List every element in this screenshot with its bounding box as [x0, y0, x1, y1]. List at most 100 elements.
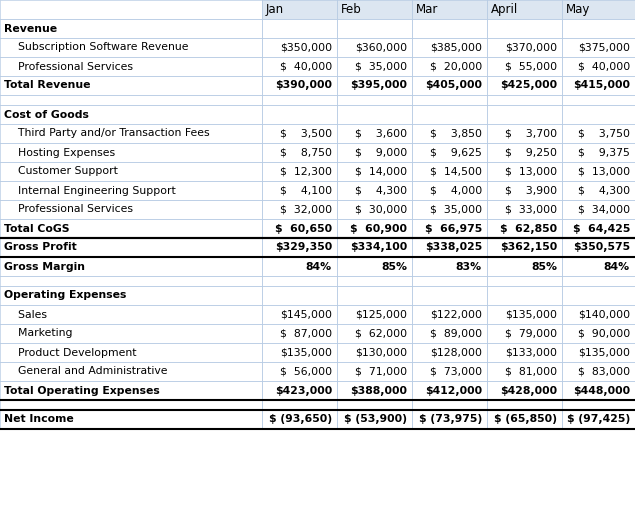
Bar: [412, 324, 487, 343]
Bar: [487, 105, 562, 124]
Text: $  79,000: $ 79,000: [505, 329, 557, 338]
Bar: [0, 200, 262, 219]
Text: 83%: 83%: [456, 262, 482, 271]
Text: General and Administrative: General and Administrative: [4, 367, 168, 376]
Bar: [0, 219, 262, 238]
Bar: [337, 343, 412, 362]
Text: $    3,900: $ 3,900: [505, 185, 557, 196]
Bar: [562, 76, 635, 95]
Bar: [487, 76, 562, 95]
Text: Professional Services: Professional Services: [4, 61, 133, 72]
Bar: [412, 400, 487, 410]
Bar: [0, 57, 262, 76]
Bar: [487, 19, 562, 38]
Bar: [262, 0, 337, 19]
Bar: [337, 238, 412, 257]
Bar: [262, 181, 337, 200]
Text: Mar: Mar: [416, 3, 438, 16]
Text: $  55,000: $ 55,000: [505, 61, 557, 72]
Text: $  33,000: $ 33,000: [505, 204, 557, 215]
Bar: [337, 95, 412, 105]
Bar: [262, 57, 337, 76]
Text: $425,000: $425,000: [500, 80, 557, 91]
Bar: [262, 105, 337, 124]
Bar: [487, 343, 562, 362]
Text: $    9,375: $ 9,375: [578, 147, 630, 158]
Bar: [0, 181, 262, 200]
Text: $135,000: $135,000: [578, 348, 630, 357]
Text: $    4,100: $ 4,100: [280, 185, 332, 196]
Text: 84%: 84%: [306, 262, 332, 271]
Text: $  34,000: $ 34,000: [578, 204, 630, 215]
Text: $  32,000: $ 32,000: [280, 204, 332, 215]
Text: $362,150: $362,150: [500, 243, 557, 252]
Text: $125,000: $125,000: [355, 310, 407, 319]
Bar: [0, 162, 262, 181]
Bar: [412, 105, 487, 124]
Text: $412,000: $412,000: [425, 386, 482, 396]
Text: $423,000: $423,000: [275, 386, 332, 396]
Text: $  66,975: $ 66,975: [425, 224, 482, 233]
Bar: [0, 124, 262, 143]
Text: $ (97,425): $ (97,425): [567, 415, 630, 424]
Bar: [0, 400, 262, 410]
Text: $ (65,850): $ (65,850): [494, 415, 557, 424]
Text: Customer Support: Customer Support: [4, 166, 118, 177]
Bar: [337, 219, 412, 238]
Bar: [412, 343, 487, 362]
Bar: [562, 219, 635, 238]
Bar: [0, 257, 262, 276]
Bar: [412, 143, 487, 162]
Bar: [337, 362, 412, 381]
Bar: [337, 286, 412, 305]
Text: $  13,000: $ 13,000: [578, 166, 630, 177]
Text: $    3,700: $ 3,700: [505, 129, 557, 139]
Text: $  35,000: $ 35,000: [430, 204, 482, 215]
Bar: [562, 324, 635, 343]
Bar: [262, 219, 337, 238]
Bar: [487, 410, 562, 429]
Text: $128,000: $128,000: [430, 348, 482, 357]
Bar: [337, 38, 412, 57]
Text: Gross Profit: Gross Profit: [4, 243, 77, 252]
Text: $  90,000: $ 90,000: [578, 329, 630, 338]
Bar: [337, 181, 412, 200]
Text: $135,000: $135,000: [280, 348, 332, 357]
Bar: [262, 343, 337, 362]
Text: $  71,000: $ 71,000: [355, 367, 407, 376]
Text: Professional Services: Professional Services: [4, 204, 133, 215]
Text: May: May: [566, 3, 591, 16]
Bar: [262, 238, 337, 257]
Bar: [562, 257, 635, 276]
Bar: [562, 200, 635, 219]
Text: $405,000: $405,000: [425, 80, 482, 91]
Text: $    4,000: $ 4,000: [430, 185, 482, 196]
Text: $  60,650: $ 60,650: [275, 224, 332, 233]
Bar: [562, 286, 635, 305]
Bar: [262, 324, 337, 343]
Text: $350,575: $350,575: [573, 243, 630, 252]
Bar: [412, 381, 487, 400]
Bar: [487, 286, 562, 305]
Text: $428,000: $428,000: [500, 386, 557, 396]
Text: $    3,750: $ 3,750: [578, 129, 630, 139]
Bar: [412, 200, 487, 219]
Bar: [262, 305, 337, 324]
Text: 85%: 85%: [381, 262, 407, 271]
Text: $145,000: $145,000: [280, 310, 332, 319]
Bar: [412, 181, 487, 200]
Text: $  89,000: $ 89,000: [430, 329, 482, 338]
Text: $370,000: $370,000: [505, 43, 557, 53]
Bar: [412, 257, 487, 276]
Bar: [487, 162, 562, 181]
Text: $329,350: $329,350: [275, 243, 332, 252]
Bar: [487, 381, 562, 400]
Bar: [0, 0, 262, 19]
Bar: [337, 305, 412, 324]
Text: $  40,000: $ 40,000: [280, 61, 332, 72]
Text: $  81,000: $ 81,000: [505, 367, 557, 376]
Text: Sales: Sales: [4, 310, 47, 319]
Bar: [412, 219, 487, 238]
Text: $  14,500: $ 14,500: [430, 166, 482, 177]
Bar: [262, 410, 337, 429]
